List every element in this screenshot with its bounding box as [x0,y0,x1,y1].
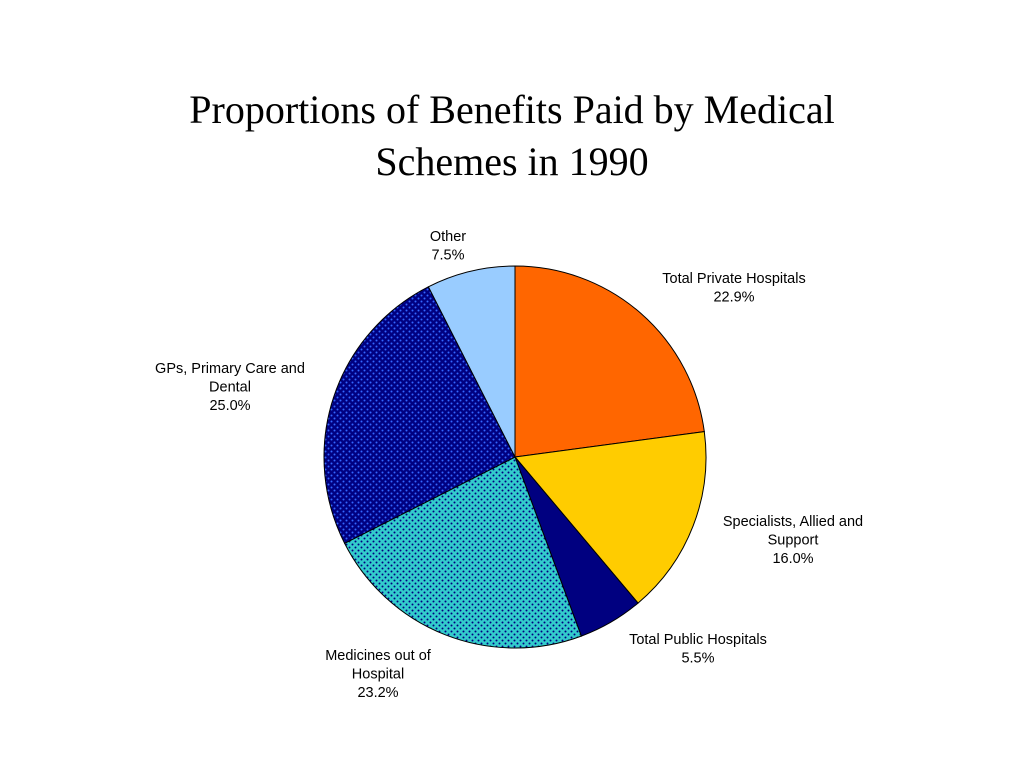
slice-category-label: Support [768,533,819,549]
slice-category-label: Specialists, Allied and [723,514,863,530]
slice-value-label: 7.5% [431,248,464,264]
slice-value-label: 5.5% [681,651,714,667]
slice-category-label: Dental [209,380,251,396]
pie-slice [514,431,707,604]
slice-category-label: Hospital [352,667,404,683]
slice-category-label: Medicines out of [325,648,432,664]
pie-labels: Total Private Hospitals 22.9% Specialists,… [155,229,863,701]
slice-label: Specialists, Allied and Support 16.0% [723,514,863,567]
slice-label: Total Private Hospitals 22.9% [662,271,805,306]
pie-slices [323,265,707,649]
slice-category-label: GPs, Primary Care and [155,361,305,377]
slice-value-label: 25.0% [209,398,250,414]
chart-title: Proportions of Benefits Paid by Medical … [112,84,912,188]
slice-category-label: Total Public Hospitals [629,632,767,648]
pie-slice [323,286,516,545]
chart-title-line-2: Schemes in 1990 [375,139,649,184]
slice-label: Other 7.5% [430,229,466,264]
pie-slice [343,456,582,649]
slice-label: Medicines out of Hospital 23.2% [325,648,432,701]
chart-title-line-1: Proportions of Benefits Paid by Medical [189,87,835,132]
slice-category-label: Other [430,229,466,245]
slice-category-label: Total Private Hospitals [662,271,805,287]
slice-label: Total Public Hospitals 5.5% [629,632,767,667]
slice-label: GPs, Primary Care and Dental 25.0% [155,361,305,414]
slice-value-label: 23.2% [357,685,398,701]
pie-slice [514,265,705,458]
pie-slice [427,265,516,458]
slice-value-label: 22.9% [713,290,754,306]
slice-value-label: 16.0% [772,551,813,567]
